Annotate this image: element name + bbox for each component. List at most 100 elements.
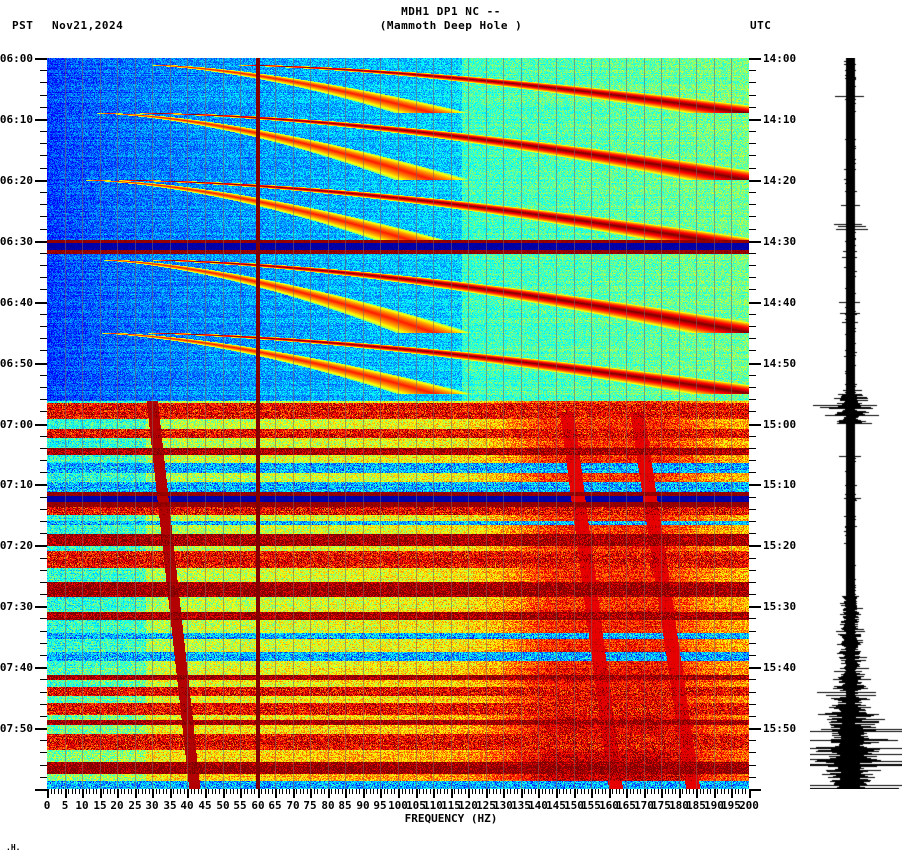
axis-tick-minor	[40, 679, 47, 680]
axis-tick-minor	[682, 789, 683, 794]
axis-tick-minor	[342, 789, 343, 794]
spectrogram-canvas[interactable]	[47, 58, 749, 789]
axis-tick-minor	[114, 789, 115, 794]
axis-tick-minor	[405, 789, 406, 794]
axis-tick-minor	[598, 789, 599, 794]
axis-tick-minor	[359, 789, 360, 794]
y-axis-label-pst: 06:00	[0, 52, 33, 65]
axis-tick-minor	[138, 789, 139, 794]
axis-tick-major	[749, 728, 761, 730]
axis-tick-minor	[261, 789, 262, 794]
axis-tick-minor	[493, 789, 494, 794]
axis-tick-major	[661, 789, 663, 798]
axis-tick-major	[35, 424, 47, 426]
axis-tick-minor	[749, 399, 756, 400]
axis-tick-minor	[40, 289, 47, 290]
axis-tick-major	[749, 789, 751, 798]
seismogram-trace-panel	[810, 58, 902, 789]
axis-tick-minor	[324, 789, 325, 794]
axis-tick-major	[574, 789, 576, 798]
axis-tick-minor	[110, 789, 111, 794]
axis-tick-major	[749, 424, 761, 426]
y-axis-label-utc: 15:10	[763, 478, 797, 491]
x-axis-label: 200	[739, 799, 759, 812]
axis-tick-minor	[40, 131, 47, 132]
axis-tick-minor	[749, 558, 756, 559]
axis-tick-minor	[675, 789, 676, 794]
axis-tick-minor	[654, 789, 655, 794]
axis-tick-minor	[703, 789, 704, 794]
axis-tick-minor	[159, 789, 160, 794]
axis-tick-minor	[440, 789, 441, 794]
axis-tick-minor	[630, 789, 631, 794]
x-axis-frequency: 0 5 10 15 20 25 30 35 40 45 50 55 60 65 70 75 80 85 90 95 10…	[44, 789, 759, 829]
axis-tick-minor	[749, 679, 756, 680]
axis-tick-minor	[563, 789, 564, 794]
y-axis-label-utc: 14:30	[763, 235, 797, 248]
axis-tick-minor	[749, 168, 756, 169]
y-axis-label-pst: 07:30	[0, 600, 33, 613]
x-axis-label: 20	[110, 799, 124, 812]
axis-tick-major	[293, 789, 295, 798]
x-axis-label: 110	[423, 799, 443, 812]
axis-tick-major	[35, 58, 47, 60]
axis-tick-minor	[40, 216, 47, 217]
page-header: PST Nov21,2024 MDH1 DP1 NC -- (Mammoth D…	[0, 0, 902, 56]
axis-tick-minor	[514, 789, 515, 794]
axis-tick-major	[240, 789, 242, 798]
axis-tick-minor	[637, 789, 638, 794]
timezone-label-left: PST	[12, 19, 34, 32]
axis-tick-minor	[686, 789, 687, 794]
y-axis-label-pst: 07:00	[0, 418, 33, 431]
x-axis-label: 90	[356, 799, 370, 812]
axis-tick-minor	[595, 789, 596, 794]
x-axis-label: 70	[286, 799, 300, 812]
axis-tick-minor	[191, 789, 192, 794]
axis-tick-minor	[524, 789, 525, 794]
axis-tick-major	[398, 789, 400, 798]
axis-tick-minor	[517, 789, 518, 794]
axis-tick-minor	[489, 789, 490, 794]
axis-tick-major	[310, 789, 312, 798]
x-axis-label: 175	[651, 799, 671, 812]
axis-tick-minor	[426, 789, 427, 794]
axis-tick-minor	[40, 168, 47, 169]
axis-tick-major	[170, 789, 172, 798]
axis-tick-major	[749, 667, 761, 669]
axis-tick-major	[749, 302, 761, 304]
axis-tick-minor	[707, 789, 708, 794]
axis-tick-minor	[749, 143, 756, 144]
axis-tick-minor	[749, 265, 756, 266]
x-axis-label: 135	[511, 799, 531, 812]
axis-tick-minor	[749, 582, 756, 583]
spectrogram-plot[interactable]	[47, 58, 749, 789]
x-axis-label: 125	[476, 799, 496, 812]
axis-tick-minor	[616, 789, 617, 794]
axis-tick-minor	[40, 448, 47, 449]
axis-tick-minor	[40, 497, 47, 498]
axis-tick-major	[35, 302, 47, 304]
axis-tick-minor	[738, 789, 739, 794]
axis-tick-minor	[672, 789, 673, 794]
axis-tick-minor	[75, 789, 76, 794]
axis-tick-minor	[40, 350, 47, 351]
axis-tick-minor	[121, 789, 122, 794]
y-axis-label-pst: 07:50	[0, 722, 33, 735]
axis-tick-minor	[749, 289, 756, 290]
axis-tick-minor	[742, 789, 743, 794]
axis-tick-minor	[40, 411, 47, 412]
axis-tick-minor	[40, 777, 47, 778]
y-axis-label-utc: 14:20	[763, 174, 797, 187]
axis-tick-minor	[40, 265, 47, 266]
y-axis-label-utc: 15:30	[763, 600, 797, 613]
axis-tick-major	[35, 728, 47, 730]
axis-tick-minor	[749, 204, 756, 205]
axis-tick-major	[503, 789, 505, 798]
axis-tick-minor	[307, 789, 308, 794]
axis-tick-minor	[724, 789, 725, 794]
axis-tick-minor	[566, 789, 567, 794]
axis-tick-minor	[107, 789, 108, 794]
axis-tick-major	[82, 789, 84, 798]
axis-tick-major	[433, 789, 435, 798]
axis-tick-minor	[237, 789, 238, 794]
